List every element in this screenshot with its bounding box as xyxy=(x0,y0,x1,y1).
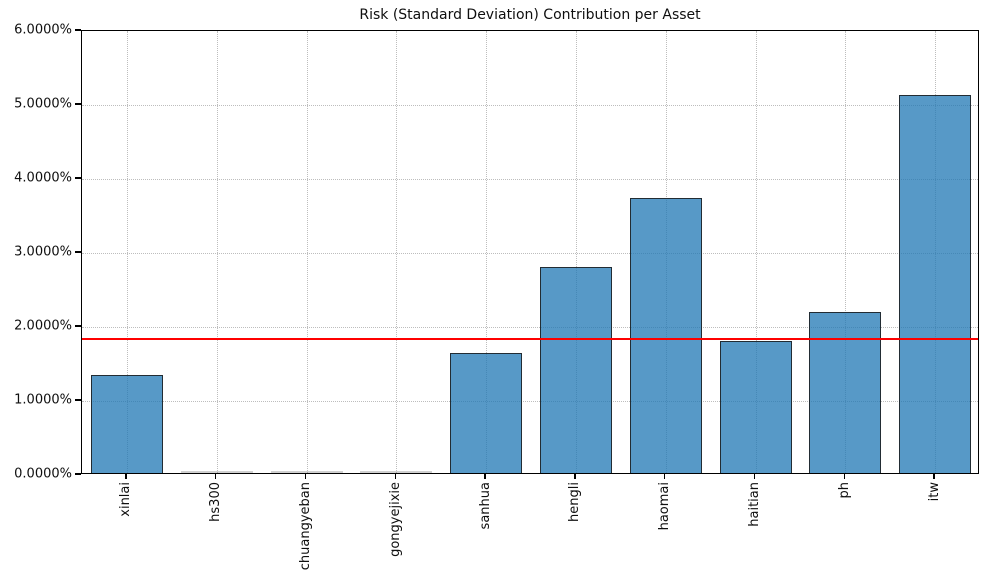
x-tick-label: gongyejixie xyxy=(382,482,408,586)
y-tick-label: 2.0000% xyxy=(14,318,72,334)
x-tick-label-text: hengli xyxy=(567,482,583,522)
bar xyxy=(180,471,253,473)
bar xyxy=(719,340,792,473)
y-tick-label: 4.0000% xyxy=(14,170,72,186)
y-tick-mark xyxy=(75,399,81,401)
x-tick-mark xyxy=(394,474,397,479)
x-tick-mark xyxy=(304,474,307,479)
x-tick-mark xyxy=(843,474,846,479)
v-gridline xyxy=(755,31,757,473)
v-gridline xyxy=(486,31,488,473)
v-gridline xyxy=(396,31,398,473)
x-tick-label-text: haitian xyxy=(747,482,762,527)
x-tick-label: itw xyxy=(921,482,947,586)
x-tick-label-text: haomai xyxy=(657,482,673,531)
bar xyxy=(450,353,523,473)
x-tick-label: hs300 xyxy=(203,482,229,586)
chart-title: Risk (Standard Deviation) Contribution p… xyxy=(359,7,701,23)
x-tick-label: haitian xyxy=(742,482,768,586)
y-tick-label: 5.0000% xyxy=(14,96,72,112)
y-tick-mark xyxy=(75,325,81,327)
x-tick-label: haomai xyxy=(652,482,678,586)
x-tick-mark xyxy=(484,474,486,479)
y-tick-label: 0.0000% xyxy=(14,466,72,482)
x-tick-label-text: gongyejixie xyxy=(387,482,403,557)
bar xyxy=(360,471,433,473)
x-tick-mark xyxy=(663,474,666,479)
bar xyxy=(629,197,702,473)
y-tick-mark xyxy=(75,177,81,179)
x-tick-label: chuangyeban xyxy=(293,482,319,586)
y-tick-mark xyxy=(75,29,81,31)
x-tick-mark xyxy=(125,474,127,479)
x-tick-mark xyxy=(753,474,756,479)
x-tick-label-text: xinlai xyxy=(118,482,134,517)
x-tick-label-text: hs300 xyxy=(208,482,224,522)
h-gridline xyxy=(82,253,978,254)
y-tick-label: 3.0000% xyxy=(14,244,72,260)
v-gridline xyxy=(845,31,847,473)
v-gridline xyxy=(126,31,128,473)
bar xyxy=(809,311,882,473)
x-tick-label-text: chuangyeban xyxy=(298,482,313,571)
bar xyxy=(270,471,343,473)
x-tick-label-text: ph xyxy=(836,482,852,499)
y-tick-mark xyxy=(75,103,81,105)
x-tick-mark xyxy=(214,474,217,479)
v-gridline xyxy=(306,31,308,473)
bar xyxy=(90,375,163,473)
x-tick-label-text: sanhua xyxy=(477,482,493,530)
x-tick-label: xinlai xyxy=(113,482,139,586)
x-tick-label: ph xyxy=(831,482,857,586)
v-gridline xyxy=(575,31,577,473)
y-tick-mark xyxy=(75,251,81,253)
h-gridline xyxy=(82,401,978,402)
bar xyxy=(539,267,612,473)
x-tick-label: sanhua xyxy=(472,482,498,586)
h-gridline xyxy=(82,179,978,180)
x-tick-label-text: itw xyxy=(926,482,942,502)
plot-area xyxy=(81,30,979,474)
bar xyxy=(899,94,972,473)
mean-line xyxy=(82,338,978,341)
y-tick-mark xyxy=(75,473,81,475)
h-gridline xyxy=(82,105,978,106)
x-tick-mark xyxy=(933,474,935,479)
v-gridline xyxy=(216,31,218,473)
y-tick-label: 6.0000% xyxy=(14,22,72,38)
h-gridline xyxy=(82,327,978,328)
x-tick-mark xyxy=(574,474,576,479)
y-tick-label: 1.0000% xyxy=(14,392,72,408)
x-tick-label: hengli xyxy=(562,482,588,586)
